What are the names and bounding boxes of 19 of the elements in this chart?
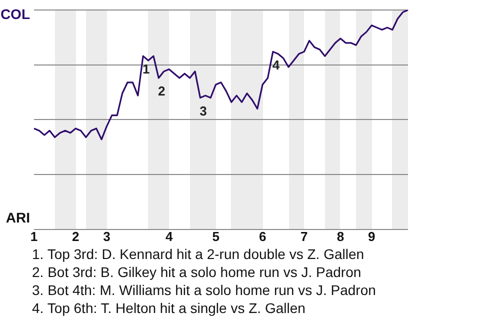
x-tick-label: 5 bbox=[212, 228, 220, 244]
text: 4. Top 6th: T. Helton hit a single vs Z. Gallen bbox=[32, 299, 306, 317]
x-tick-label: 3 bbox=[103, 228, 110, 244]
x-tick-label: 8 bbox=[336, 228, 344, 244]
annotation: 2 bbox=[158, 84, 166, 99]
x-tick-label: 4 bbox=[165, 228, 174, 244]
text: COL bbox=[0, 6, 30, 22]
text: 2. Bot 3rd: B. Gilkey hit a solo home run vs J. Padron bbox=[32, 263, 362, 281]
annotation: 1 bbox=[142, 62, 150, 77]
x-tick-label: 7 bbox=[300, 228, 308, 244]
x-tick-label: 9 bbox=[368, 228, 376, 244]
text: 3. Bot 4th: M. Williams hit a solo home run vs J. Padron bbox=[32, 281, 377, 299]
annotation: 4 bbox=[272, 57, 280, 72]
x-tick-label: 6 bbox=[258, 228, 266, 244]
text: 1. Top 3rd: D. Kennard hit a 2-run double vs Z. Gallen bbox=[32, 245, 366, 263]
x-tick-label: 2 bbox=[72, 228, 80, 244]
text: ARI bbox=[6, 209, 30, 226]
x-tick-label: 1 bbox=[30, 228, 38, 244]
annotation: 3 bbox=[200, 103, 207, 118]
